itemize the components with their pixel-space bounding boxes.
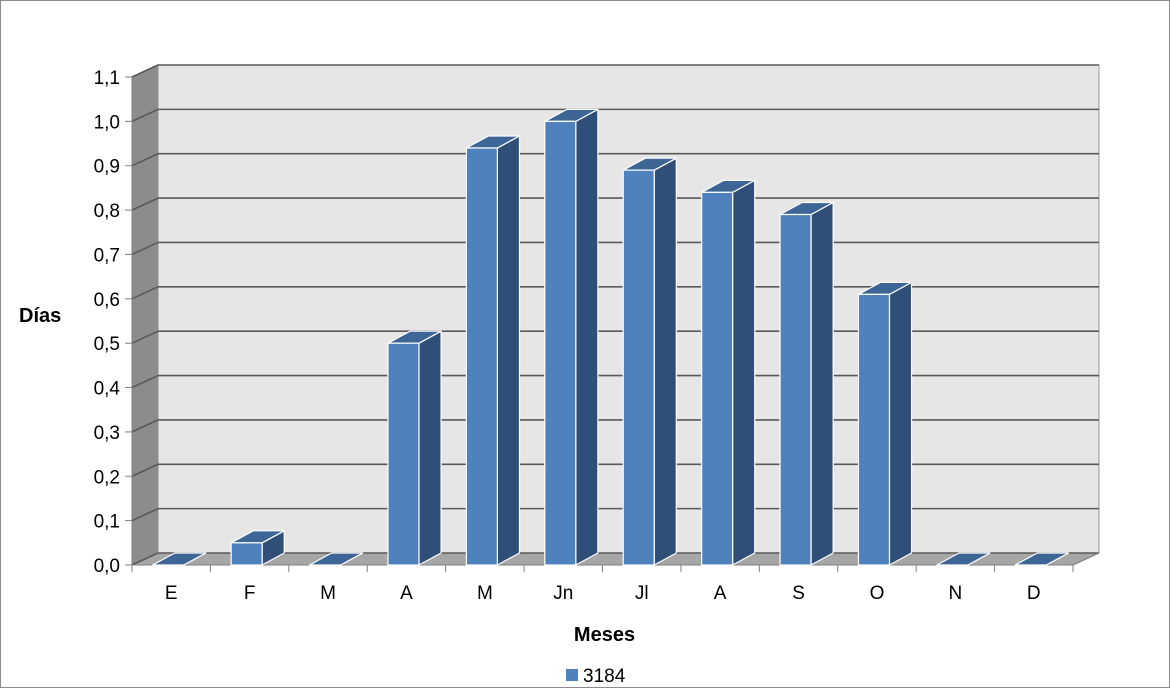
gridline-side [131, 374, 159, 389]
legend: 3184 [566, 666, 626, 687]
bar-front [779, 213, 812, 566]
gridline-side [131, 108, 159, 123]
x-tick-label: Jn [553, 583, 573, 604]
bar-side [732, 179, 756, 566]
x-tick-label: M [477, 583, 493, 604]
gridline-side [131, 552, 159, 566]
y-tick-label: 0,7 [94, 245, 120, 266]
bar-front [857, 293, 891, 566]
bar-side [496, 135, 521, 566]
gridline-side [131, 286, 159, 300]
gridline-side [131, 64, 159, 78]
x-tick-label: A [400, 583, 413, 604]
bar [544, 108, 599, 566]
y-tick-labels: 0,0 0,1 0,2 0,3 0,4 0,5 0,6 0,7 0,8 0,9 1,0 1,1 [94, 68, 132, 577]
x-tick-label: M [320, 583, 336, 604]
x-axis-title: Meses [574, 624, 635, 646]
bar [465, 135, 521, 566]
bar [622, 157, 677, 566]
y-tick-label: 0,2 [94, 467, 120, 488]
side-wall [131, 64, 159, 566]
y-tick-label: 1,0 [94, 112, 120, 133]
bar-top [1014, 552, 1069, 566]
x-tick-label: O [870, 583, 885, 604]
y-tick-label: 0,5 [94, 334, 120, 355]
bar [857, 281, 913, 566]
bar-top [936, 552, 991, 566]
y-axis-title: Días [19, 305, 61, 327]
bar [936, 552, 991, 566]
gridline-side [131, 330, 159, 344]
floor-edge [1072, 552, 1100, 566]
legend-label: 3184 [583, 666, 626, 687]
y-tick-label: 0,9 [94, 157, 120, 178]
legend-swatch [566, 669, 578, 681]
bar-front [387, 342, 420, 566]
bar-front [230, 542, 263, 566]
gridline-side [131, 419, 159, 433]
bar-front [701, 191, 734, 566]
y-tick-label: 0,6 [94, 290, 120, 311]
bar [308, 552, 364, 566]
bar [779, 201, 834, 566]
x-tick-label: A [714, 583, 727, 604]
bar-front [622, 169, 655, 566]
gridline-side [131, 241, 159, 256]
bars [152, 108, 1069, 566]
y-tick-label: 0,3 [94, 423, 120, 444]
bar-front [544, 120, 577, 566]
bar-side [575, 108, 599, 566]
gridline-side [131, 197, 159, 211]
bar [152, 552, 207, 566]
bar-top [308, 552, 364, 566]
x-tick-labels: E F M A M Jn Jl A S O N D [165, 583, 1041, 604]
y-tick-label: 0,0 [94, 556, 120, 577]
y-tick-label: 0,4 [94, 379, 121, 400]
bar-top [152, 552, 207, 566]
bar [701, 179, 756, 566]
gridline-side [131, 153, 159, 167]
x-tick-label: D [1027, 583, 1041, 604]
x-tick-label: F [244, 583, 256, 604]
bar-front [465, 147, 498, 566]
x-tick-label: S [792, 583, 805, 604]
y-tick-label: 0,8 [94, 201, 120, 222]
bar-side [418, 330, 442, 566]
x-tick-label: E [165, 583, 178, 604]
bar [230, 530, 285, 566]
x-tick-label: N [949, 583, 963, 604]
bar-side [888, 281, 913, 566]
bar [387, 330, 442, 566]
y-tick-label: 0,1 [94, 512, 120, 533]
gridline-side [131, 507, 159, 522]
y-tick-label: 1,1 [94, 68, 120, 89]
bar [1014, 552, 1069, 566]
x-tick-label: Jl [635, 583, 649, 604]
bar-side [653, 157, 677, 566]
bar-side [810, 201, 834, 566]
gridline-side [131, 463, 159, 477]
